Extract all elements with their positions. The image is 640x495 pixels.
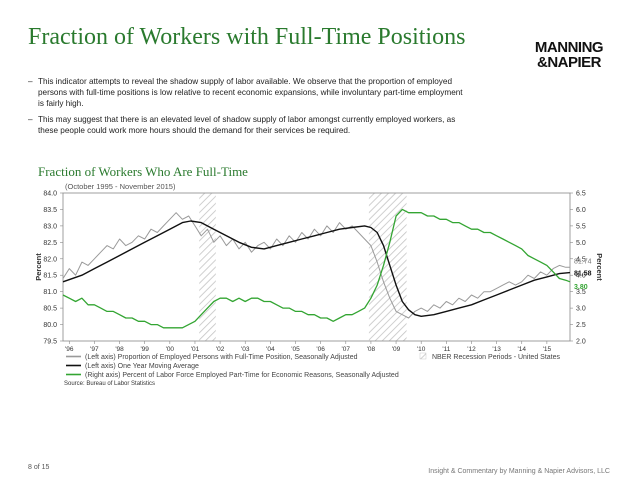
y-axis-label-left: Percent (34, 253, 43, 281)
legend-label: (Right axis) Percent of Labor Force Empl… (85, 372, 399, 379)
bullet-text: This may suggest that there is an elevat… (38, 115, 456, 135)
chart-title: Fraction of Workers Who Are Full-Time (38, 164, 248, 179)
series-lines (62, 208, 571, 329)
y-tick-label-left: 81.5 (43, 273, 57, 280)
y-tick-label-right: 3.0 (576, 306, 586, 313)
y-tick-label-left: 81.0 (43, 289, 57, 296)
x-tick-label: '97 (90, 346, 99, 353)
legend: (Left axis) Proportion of Employed Perso… (66, 352, 560, 379)
x-tick-label: '12 (467, 346, 476, 353)
x-tick-label: '06 (316, 346, 325, 353)
y-tick-label-right: 2.5 (576, 322, 586, 329)
y-tick-label-left: 83.0 (43, 223, 57, 230)
page-number: 8 of 15 (28, 464, 50, 471)
y-tick-label-left: 80.0 (43, 322, 57, 329)
axes: 84.0 83.5 83.0 82.5 82.0 81.5 81.0 80.5 80.0 79.5… (43, 191, 585, 354)
recession-band (368, 193, 407, 341)
x-tick-label: '09 (392, 346, 401, 353)
x-tick-label: '96 (65, 346, 74, 353)
x-tick-label: '00 (166, 346, 175, 353)
x-tick-label: '01 (191, 346, 200, 353)
legend-label: NBER Recession Periods - United States (432, 354, 560, 361)
y-tick-label-right: 3.5 (576, 289, 586, 296)
x-tick-label: '99 (140, 346, 149, 353)
x-tick-label: '05 (291, 346, 300, 353)
end-value-label: 81.74 (574, 258, 592, 265)
page-title: Fraction of Workers with Full-Time Posit… (28, 24, 466, 50)
x-tick-label: '02 (216, 346, 225, 353)
bullet-dash: – (28, 115, 33, 124)
commentary-bullets: – This indicator attempts to reveal the … (28, 76, 468, 141)
y-tick-label-right: 5.0 (576, 240, 586, 247)
x-tick-label: '04 (266, 346, 275, 353)
y-tick-label-right: 5.5 (576, 223, 586, 230)
y-tick-label-left: 84.0 (43, 191, 57, 198)
end-value-labels: 81.74 81.58 3.80 (574, 258, 592, 290)
plot-frame (62, 192, 571, 342)
y-tick-label-right: 6.0 (576, 207, 586, 214)
bullet-item: – This indicator attempts to reveal the … (28, 76, 468, 109)
legend-label: (Left axis) One Year Moving Average (85, 363, 199, 370)
x-tick-label: '14 (517, 346, 526, 353)
x-tick-label: '10 (417, 346, 426, 353)
y-tick-label-left: 83.5 (43, 207, 57, 214)
bullet-item: – This may suggest that there is an elev… (28, 114, 468, 136)
y-axis-label-right: Percent (595, 253, 604, 281)
x-tick-label: '98 (115, 346, 124, 353)
x-tick-label: '13 (492, 346, 501, 353)
legend-label: (Left axis) Proportion of Employed Perso… (85, 354, 358, 361)
y-tick-label-left: 80.5 (43, 306, 57, 313)
logo-line-1: MANNING (534, 39, 604, 56)
series-line-moving-average (62, 220, 571, 318)
y-tick-label-left: 82.5 (43, 240, 57, 247)
x-tick-label: '08 (367, 346, 376, 353)
legend-swatch-recession (419, 352, 427, 360)
chart-source: Source: Bureau of Labor Statistics (64, 381, 155, 387)
logo-line-2: &NAPIER (536, 54, 602, 71)
recession-shading (199, 193, 407, 341)
bullet-text: This indicator attempts to reveal the sh… (38, 77, 463, 108)
y-tick-label-right: 4.5 (576, 256, 586, 263)
y-tick-label-left: 79.5 (43, 339, 57, 346)
x-tick-label: '11 (442, 346, 450, 353)
recession-band (199, 193, 216, 341)
footer-attribution: Insight & Commentary by Manning & Napier… (428, 468, 610, 475)
end-value-label: 81.58 (574, 271, 592, 278)
company-logo: MANNING &NAPIER (530, 40, 608, 70)
y-tick-label-left: 82.0 (43, 256, 57, 263)
y-tick-label-right: 2.0 (576, 339, 586, 346)
series-line-full-time-proportion (62, 212, 570, 319)
end-value-label: 3.80 (574, 284, 588, 291)
full-time-workers-chart: 84.0 83.5 83.0 82.5 82.0 81.5 81.0 80.5 80.0 79.5… (34, 182, 604, 387)
y-tick-label-right: 4.0 (576, 273, 586, 280)
chart-subtitle: (October 1995 - November 2015) (65, 182, 176, 191)
x-tick-label: '15 (543, 346, 552, 353)
x-tick-label: '03 (241, 346, 250, 353)
x-tick-label: '07 (342, 346, 351, 353)
series-line-part-time-economic (62, 208, 571, 329)
y-tick-label-right: 6.5 (576, 191, 586, 198)
bullet-dash: – (28, 77, 33, 86)
